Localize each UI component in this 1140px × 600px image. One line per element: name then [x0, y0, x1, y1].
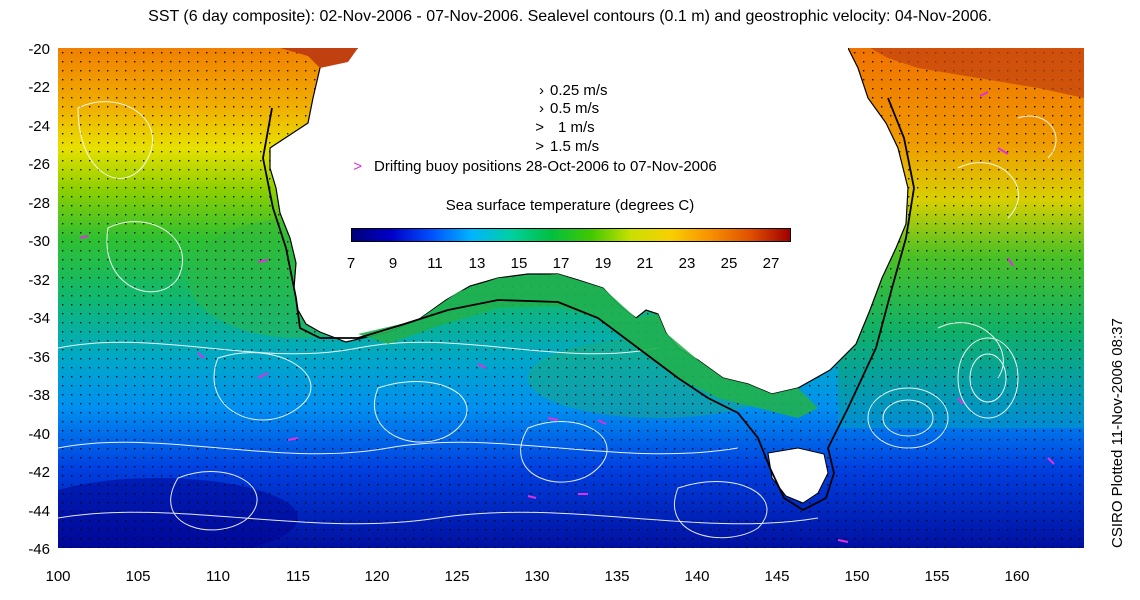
x-tick-label: 150 [844, 568, 870, 585]
vector-legend-label: 1 m/s [558, 119, 595, 136]
x-tick-label: 140 [684, 568, 710, 585]
colorbar-tick-label: 9 [388, 255, 398, 272]
y-tick-label: -44 [28, 503, 50, 520]
x-tick-label: 125 [444, 568, 470, 585]
shelf-edge-line [262, 97, 915, 512]
vector-legend-item: › 0.5 m/s [520, 100, 599, 118]
sealevel-contours [58, 101, 1057, 539]
vector-legend-label: 1.5 m/s [550, 138, 600, 155]
vector-arrow-icon: > [535, 138, 544, 155]
colorbar-title: Sea surface temperature (degrees C) [445, 197, 695, 214]
colorbar-tick-label: 23 [678, 255, 696, 272]
vector-legend-label: 0.5 m/s [550, 100, 600, 117]
sst-map[interactable] [58, 48, 1084, 548]
y-tick-label: -46 [28, 541, 50, 558]
y-tick-label: -22 [28, 79, 50, 96]
vector-arrow-icon: › [539, 100, 544, 117]
x-tick-label: 100 [45, 568, 71, 585]
colorbar-tick-label: 19 [594, 255, 612, 272]
vector-legend-label: 0.25 m/s [550, 82, 608, 99]
y-tick-label: -36 [28, 349, 50, 366]
colorbar-tick-label: 25 [720, 255, 738, 272]
x-tick-label: 160 [1004, 568, 1030, 585]
y-tick-label: -28 [28, 195, 50, 212]
buoy-legend-item: > Drifting buoy positions 28-Oct-2006 to … [346, 158, 717, 176]
vector-legend-item: >1 m/s [520, 119, 595, 137]
y-tick-label: -24 [28, 118, 50, 135]
colorbar-tick-label: 17 [552, 255, 570, 272]
buoy-marker-icon: > [353, 158, 362, 175]
colorbar-tick-label: 15 [510, 255, 528, 272]
y-tick-label: -20 [28, 41, 50, 58]
y-tick-label: -30 [28, 233, 50, 250]
southern-shelf [358, 274, 818, 418]
sst-map-canvas [58, 48, 1084, 548]
vector-arrow-icon: › [539, 82, 544, 99]
colorbar-tick-label: 21 [636, 255, 654, 272]
colorbar-tick-label: 13 [468, 255, 486, 272]
y-tick-label: -32 [28, 272, 50, 289]
y-tick-label: -40 [28, 426, 50, 443]
x-tick-label: 120 [364, 568, 390, 585]
x-tick-label: 115 [286, 568, 310, 585]
buoy-legend-label: Drifting buoy positions 28-Oct-2006 to 0… [374, 158, 717, 175]
plot-credit: CSIRO Plotted 11-Nov-2006 08:37 [1109, 318, 1126, 548]
vector-legend-item: › 0.25 m/s [520, 82, 608, 100]
colorbar-tick-label: 11 [427, 255, 443, 272]
x-tick-label: 130 [524, 568, 550, 585]
x-tick-label: 135 [604, 568, 630, 585]
x-tick-label: 110 [206, 568, 230, 585]
y-tick-label: -42 [28, 464, 50, 481]
colorbar-tick-label: 27 [762, 255, 780, 272]
y-tick-label: -38 [28, 387, 50, 404]
colorbar [351, 228, 791, 242]
x-tick-label: 105 [125, 568, 151, 585]
y-tick-label: -34 [28, 310, 50, 327]
page-title: SST (6 day composite): 02-Nov-2006 - 07-… [148, 8, 992, 25]
buoy-tracks [79, 91, 1055, 543]
land-fringe-nw [280, 48, 358, 68]
x-tick-label: 155 [924, 568, 950, 585]
vector-legend-item: >1.5 m/s [520, 138, 599, 156]
land-fringe-ne [870, 48, 1084, 98]
y-tick-label: -26 [28, 156, 50, 173]
colorbar-tick-label: 7 [346, 255, 356, 272]
vector-arrow-icon: > [535, 119, 544, 136]
x-tick-label: 145 [764, 568, 790, 585]
